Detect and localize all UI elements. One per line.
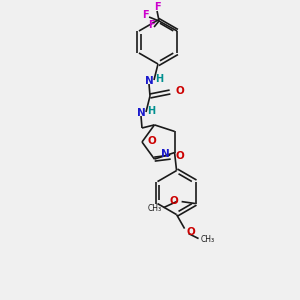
Text: O: O	[175, 86, 184, 96]
Text: CH₃: CH₃	[148, 204, 162, 213]
Text: N: N	[161, 148, 170, 159]
Text: O: O	[176, 151, 184, 161]
Text: N: N	[136, 108, 146, 118]
Text: O: O	[187, 226, 195, 237]
Text: F: F	[154, 2, 160, 12]
Text: CH₃: CH₃	[201, 235, 215, 244]
Text: H: H	[147, 106, 155, 116]
Text: F: F	[142, 10, 148, 20]
Text: O: O	[170, 196, 178, 206]
Text: O: O	[147, 136, 156, 146]
Text: N: N	[145, 76, 153, 86]
Text: H: H	[155, 74, 163, 84]
Text: F: F	[148, 20, 154, 30]
